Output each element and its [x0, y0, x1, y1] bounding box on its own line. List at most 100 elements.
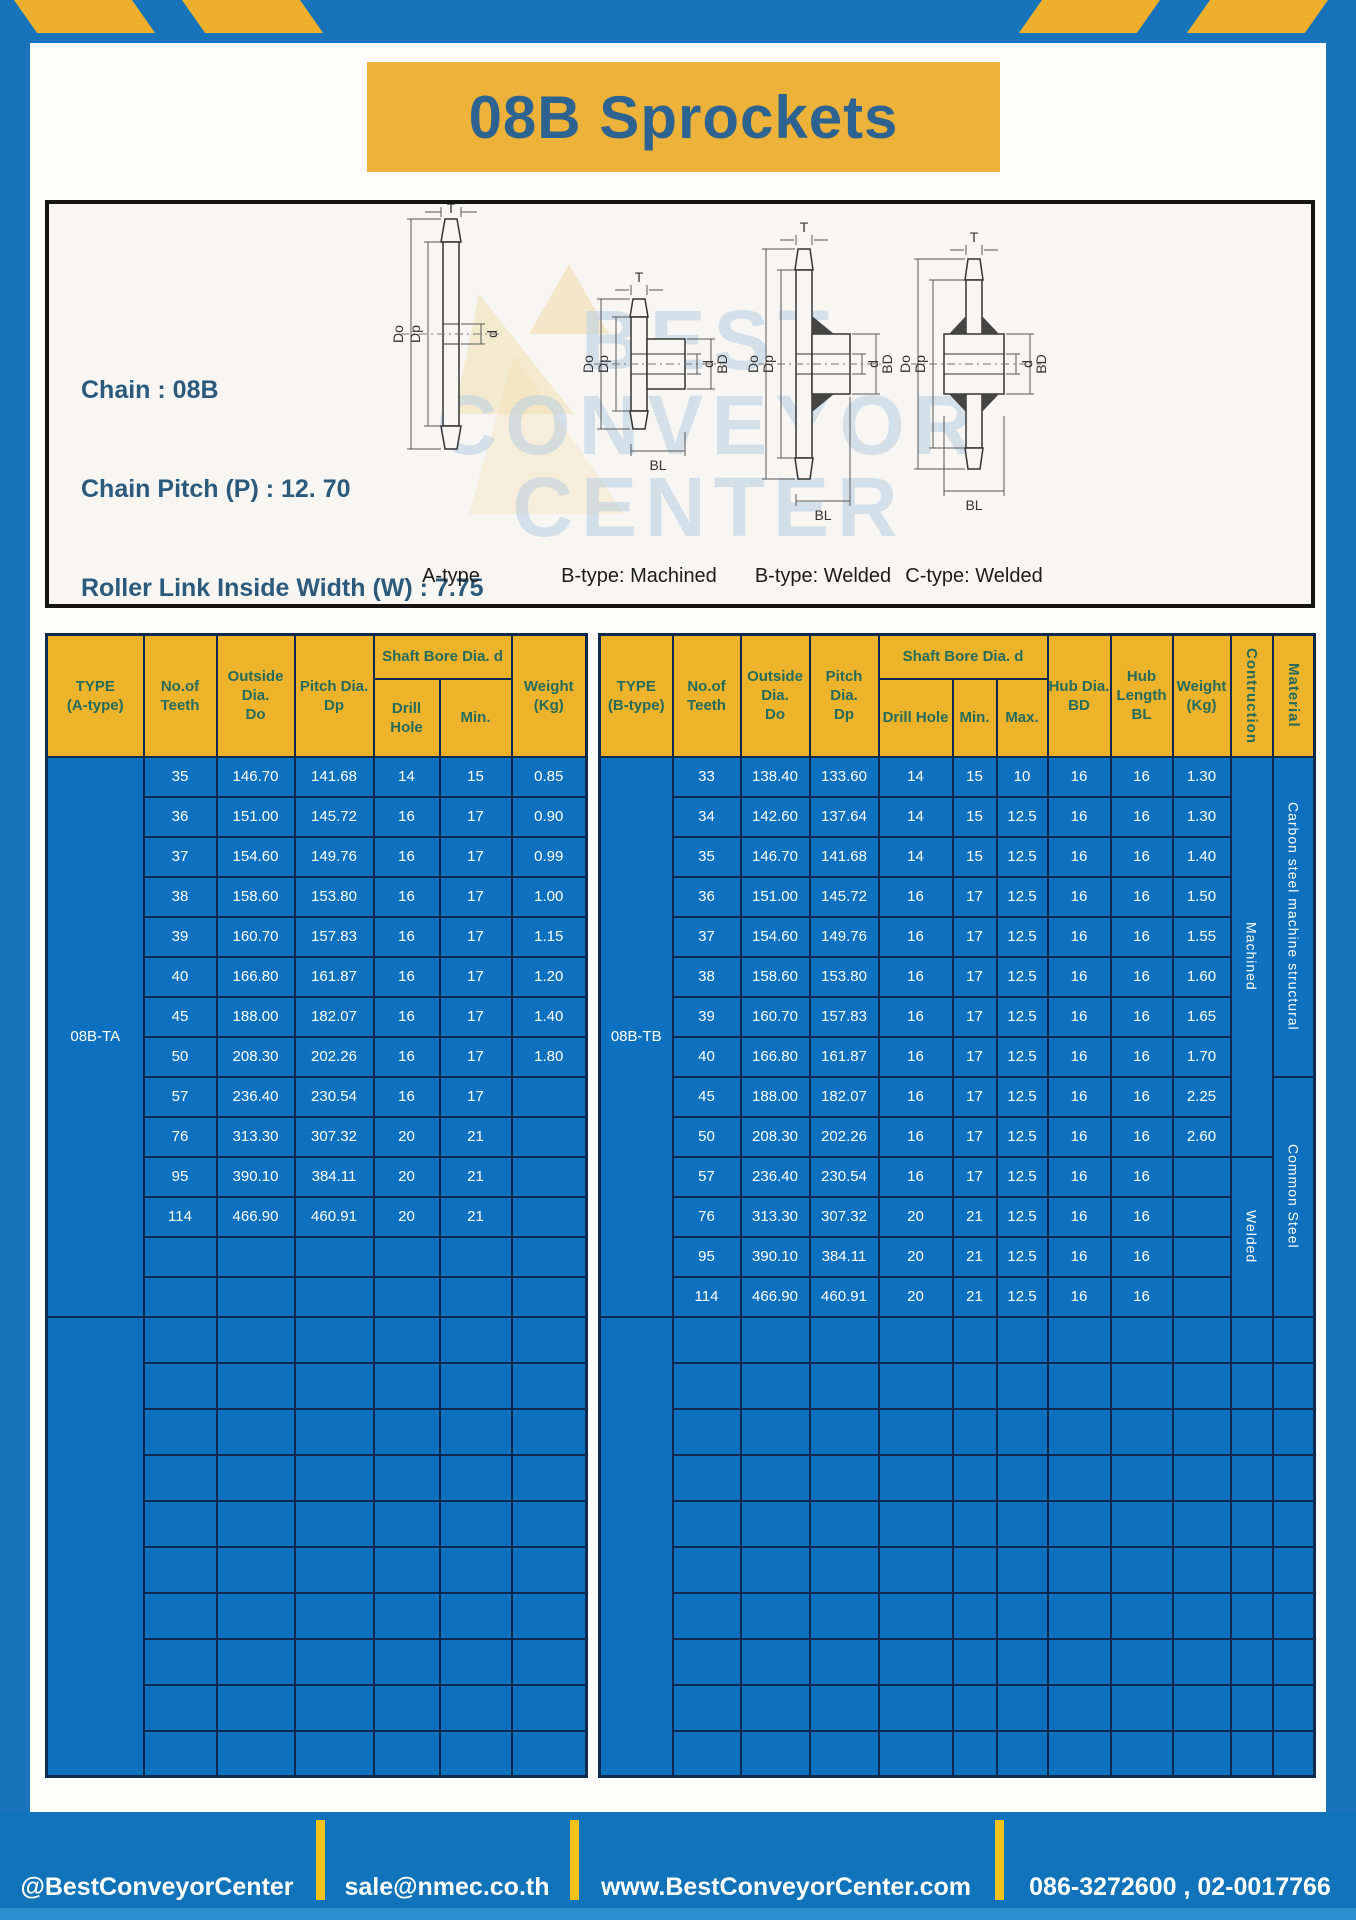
table-cell: 45 — [671, 1075, 742, 1118]
table-cell — [438, 1545, 513, 1594]
table-cell — [1046, 1683, 1112, 1732]
table-cell — [510, 1361, 588, 1410]
table-cell: 161.87 — [808, 1035, 880, 1078]
table-cell — [1109, 1729, 1174, 1778]
table-cell: 114 — [671, 1275, 742, 1318]
phone-numbers-text[interactable]: 086-3272600 , 02-0017766 — [1029, 1873, 1331, 1901]
table-cell: 12.5 — [995, 875, 1049, 918]
table-cell — [1109, 1637, 1174, 1686]
table-cell: 137.64 — [808, 795, 880, 838]
table-cell — [510, 1155, 588, 1198]
diagram-b-machined: T Do Dp d BD BL — [580, 269, 730, 473]
table-cell: 16 — [372, 1035, 441, 1078]
table-cell: 149.76 — [808, 915, 880, 958]
table-cell: 16 — [877, 1155, 954, 1198]
table-cell — [808, 1683, 880, 1732]
table-cell: 182.07 — [293, 995, 375, 1038]
table-cell: 230.54 — [293, 1075, 375, 1118]
table-cell — [142, 1407, 218, 1456]
table-cell: 16 — [1109, 1115, 1174, 1158]
page-title: 08B Sprockets — [468, 83, 899, 151]
table-cell — [995, 1361, 1049, 1410]
col-header-max: Max. — [995, 677, 1049, 758]
table-cell: 16 — [372, 875, 441, 918]
table-cell: 16 — [1109, 1275, 1174, 1318]
table-cell: 12.5 — [995, 1075, 1049, 1118]
table-cell: 15 — [438, 755, 513, 798]
table-cell — [372, 1499, 441, 1548]
table-cell — [1109, 1683, 1174, 1732]
table-cell: 16 — [877, 1115, 954, 1158]
website-text[interactable]: www.BestConveyorCenter.com — [600, 1873, 971, 1901]
svg-text:T: T — [970, 229, 979, 245]
table-cell: 1.30 — [1171, 795, 1232, 838]
table-cell — [671, 1407, 742, 1456]
table-cell: 384.11 — [293, 1155, 375, 1198]
table-cell — [1171, 1407, 1232, 1456]
table-cell — [1171, 1235, 1232, 1278]
table-cell: 16 — [1109, 1035, 1174, 1078]
table-cell — [438, 1453, 513, 1502]
table-cell — [1229, 1315, 1274, 1364]
table-cell: 138.40 — [739, 755, 811, 798]
table-cell — [671, 1591, 742, 1640]
table-cell: 15 — [951, 795, 998, 838]
table-cell: 50 — [671, 1115, 742, 1158]
title-banner: 08B Sprockets — [367, 62, 1000, 172]
table-cell — [1171, 1275, 1232, 1318]
table-cell: 14 — [877, 755, 954, 798]
table-cell — [877, 1545, 954, 1594]
table-cell: 16 — [1109, 875, 1174, 918]
table-cell: 16 — [1046, 955, 1112, 998]
table-cell: 34 — [671, 795, 742, 838]
table-cell — [372, 1235, 441, 1278]
table-cell: 16 — [372, 795, 441, 838]
table-cell: 12.5 — [995, 1275, 1049, 1318]
table-cell: 95 — [142, 1155, 218, 1198]
table-cell — [510, 1591, 588, 1640]
table-cell: 16 — [1046, 1115, 1112, 1158]
table-cell: 149.76 — [293, 835, 375, 878]
table-cell — [1171, 1315, 1232, 1364]
table-cell — [372, 1591, 441, 1640]
table-cell — [877, 1591, 954, 1640]
table-cell — [1229, 1361, 1274, 1410]
table-cell — [1271, 1407, 1316, 1456]
table-cell: 17 — [438, 915, 513, 958]
table-cell: 166.80 — [739, 1035, 811, 1078]
table-cell — [951, 1729, 998, 1778]
table-cell — [995, 1591, 1049, 1640]
svg-text:T: T — [447, 204, 456, 216]
table-cell: 17 — [438, 955, 513, 998]
email-text[interactable]: sale@nmec.co.th — [344, 1873, 550, 1901]
table-cell: 10 — [995, 755, 1049, 798]
table-cell: 21 — [438, 1195, 513, 1238]
table-cell: 12.5 — [995, 795, 1049, 838]
table-cell — [739, 1453, 811, 1502]
table-cell: 12.5 — [995, 1195, 1049, 1238]
table-cell: 2.25 — [1171, 1075, 1232, 1118]
svg-text:BEST: BEST — [581, 293, 837, 387]
table-cell — [951, 1315, 998, 1364]
table-cell: 16 — [1109, 755, 1174, 798]
table-cell: 40 — [671, 1035, 742, 1078]
table-cell — [438, 1407, 513, 1456]
social-handle-text[interactable]: @BestConveyorCenter — [20, 1873, 294, 1901]
diagram-panel: Chain : 08B Chain Pitch (P) : 12. 70 Rol… — [45, 200, 1315, 800]
table-cell: 236.40 — [739, 1155, 811, 1198]
table-cell — [215, 1275, 296, 1318]
table-cell: 21 — [438, 1155, 513, 1198]
table-cell — [877, 1683, 954, 1732]
table-cell: 0.90 — [510, 795, 588, 838]
table-cell: 154.60 — [215, 835, 296, 878]
table-cell: 158.60 — [215, 875, 296, 918]
table-cell: 16 — [1109, 835, 1174, 878]
table-cell — [1046, 1361, 1112, 1410]
table-cell: 390.10 — [215, 1155, 296, 1198]
table-cell — [877, 1407, 954, 1456]
table-cell: 38 — [142, 875, 218, 918]
table-cell — [808, 1361, 880, 1410]
table-cell: 208.30 — [739, 1115, 811, 1158]
watermark-text: BEST CONVEYOR CENTER — [437, 293, 974, 554]
table-cell — [510, 1315, 588, 1364]
